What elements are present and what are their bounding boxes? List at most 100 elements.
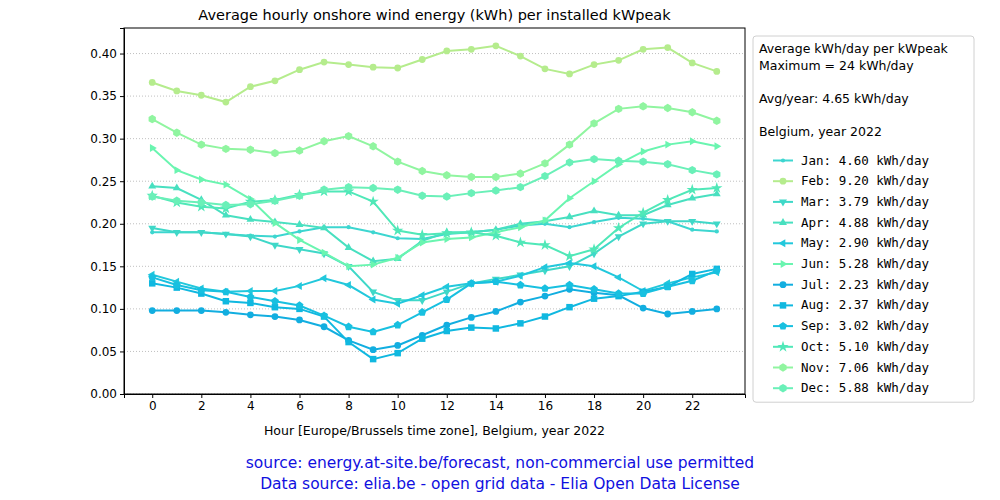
series-marker	[543, 216, 550, 224]
series-marker	[689, 308, 696, 315]
series-marker	[441, 227, 452, 238]
y-tick: 0.40	[90, 47, 124, 61]
series-marker	[320, 186, 327, 194]
series-marker	[369, 142, 376, 150]
legend-marker	[781, 158, 785, 162]
series-marker	[516, 272, 523, 280]
series-marker	[247, 83, 254, 90]
series-marker	[370, 64, 377, 71]
series-marker	[148, 273, 156, 281]
series-marker	[713, 305, 720, 312]
chart: 02468101214161820220.000.050.100.150.200…	[0, 0, 1000, 500]
series-marker	[295, 282, 302, 290]
series-marker	[149, 280, 156, 287]
title: Average hourly onshore wind energy (kWh)…	[198, 7, 671, 23]
series-marker	[664, 160, 671, 168]
series-marker	[419, 335, 426, 342]
series-line	[152, 106, 717, 177]
series-marker	[443, 295, 451, 303]
series-line	[152, 271, 717, 332]
series-marker	[320, 311, 328, 319]
series-line	[152, 269, 717, 359]
y-tick: 0.20	[90, 217, 124, 231]
series-marker	[687, 184, 698, 195]
legend-marker	[780, 281, 787, 288]
series-marker	[467, 279, 475, 287]
x-tick: 8	[345, 394, 353, 413]
series-marker	[639, 102, 646, 110]
x-tick: 4	[247, 394, 255, 413]
y-tick-label: 0.05	[90, 345, 117, 359]
series-line	[152, 186, 717, 261]
series-marker	[517, 53, 524, 60]
series-marker	[345, 323, 353, 331]
series-marker	[664, 44, 671, 51]
legend-title: Belgium, year 2022	[759, 124, 882, 139]
series-marker	[715, 229, 719, 233]
series-marker	[396, 236, 400, 240]
series-marker	[297, 236, 304, 244]
legend-label: Jul: 2.23 kWh/day	[801, 277, 929, 292]
series-marker	[222, 99, 229, 106]
series-marker	[173, 197, 180, 205]
x-tick-mark	[300, 394, 301, 398]
series-marker	[271, 297, 279, 305]
series-marker	[419, 56, 426, 63]
series-marker	[369, 328, 377, 336]
series-marker	[247, 200, 254, 208]
series-marker	[713, 189, 721, 196]
series-marker	[566, 281, 574, 289]
series-marker	[690, 228, 694, 232]
series-marker	[468, 314, 475, 321]
series	[148, 182, 721, 264]
series-marker	[197, 286, 205, 294]
series-marker	[247, 146, 254, 154]
x-tick: 18	[587, 394, 602, 413]
series-marker	[516, 281, 524, 289]
series-marker	[419, 167, 426, 175]
series-marker	[199, 176, 206, 184]
x-tick-label: 8	[345, 399, 353, 413]
series-marker	[688, 219, 696, 226]
x-tick-label: 0	[149, 399, 157, 413]
series-marker	[591, 295, 598, 302]
y-tick-label: 0.35	[90, 89, 117, 103]
series-marker	[394, 342, 401, 349]
series-marker	[615, 157, 622, 165]
series-marker	[490, 230, 501, 241]
legend-marker	[777, 341, 788, 352]
series-marker	[540, 263, 547, 271]
x-tick-mark	[594, 394, 595, 398]
series-marker	[517, 169, 524, 177]
series-marker	[345, 132, 352, 140]
series-marker	[443, 48, 450, 55]
x-tick: 22	[685, 394, 700, 413]
series-marker	[147, 190, 158, 201]
series-marker	[468, 46, 475, 53]
series-marker	[371, 261, 378, 269]
x-tick-label: 4	[247, 399, 255, 413]
series-marker	[344, 281, 351, 289]
series-marker	[173, 128, 180, 136]
series-marker	[517, 320, 524, 327]
series-marker	[273, 234, 277, 238]
series-marker	[590, 285, 598, 293]
legend: Average kWh/day per kWpeakMaximum = 24 k…	[753, 36, 974, 402]
plot-frame	[124, 28, 745, 394]
series-marker	[492, 42, 499, 49]
series-marker	[346, 262, 353, 270]
series-marker	[689, 271, 696, 278]
series	[148, 266, 721, 335]
x-tick: 10	[391, 394, 406, 413]
series-marker	[173, 281, 181, 289]
legend-label: Nov: 7.06 kWh/day	[801, 360, 929, 375]
series-marker	[271, 149, 278, 157]
series-marker	[173, 307, 180, 314]
series-marker	[224, 181, 231, 189]
series-marker	[395, 254, 402, 262]
series-marker	[640, 305, 647, 312]
series-marker	[322, 249, 329, 257]
grid-line	[124, 266, 745, 267]
series-marker	[296, 66, 303, 73]
x-axis-title: Hour [Europe/Brussels time zone], Belgiu…	[264, 423, 605, 438]
